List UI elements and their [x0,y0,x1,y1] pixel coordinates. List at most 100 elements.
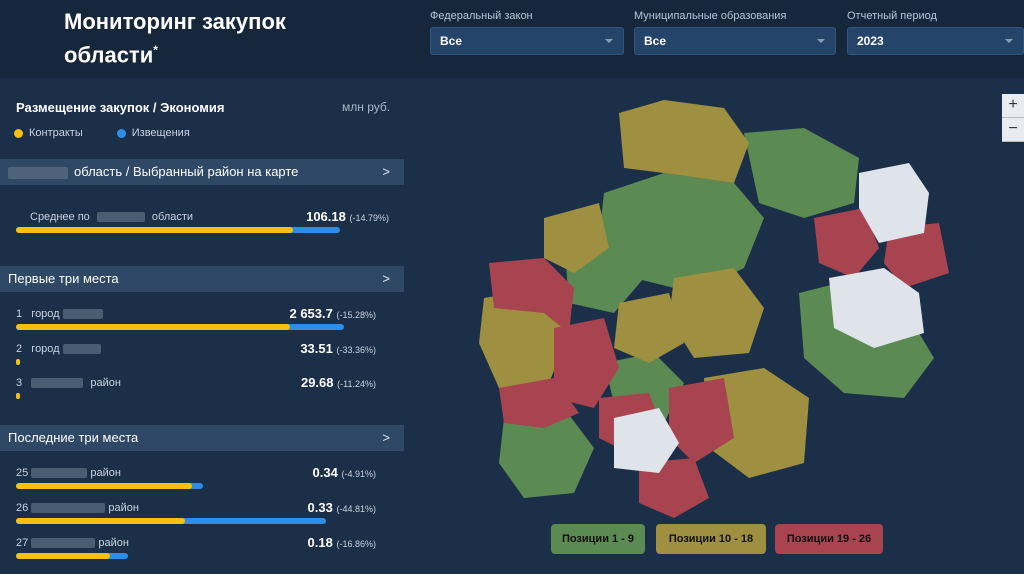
row-value: 106.18 (-14.79%) [306,209,389,224]
row-rank: 3 [16,377,23,389]
bottom-row-26[interactable]: 26 район 0.33 (-44.81%) [16,500,376,536]
section-bottom-three[interactable]: Последние три места > [0,425,404,451]
map-district[interactable] [619,100,749,183]
value-change: (-11.24%) [337,379,376,389]
row-rank: 25 [16,467,29,479]
row-value: 0.34 (-4.91%) [313,465,376,480]
row-label-suffix: район [98,537,129,549]
row-label: 1 город [16,308,103,320]
redacted-text [31,378,84,389]
bar-track [16,518,376,524]
zoom-out-button[interactable]: − [1002,118,1024,142]
redacted-text [62,309,103,320]
contracts-bar [16,483,192,489]
row-rank: 26 [16,502,29,514]
map-district[interactable] [499,408,594,498]
bottom-row-25[interactable]: 25 район 0.34 (-4.91%) [16,465,376,501]
contracts-bar [16,393,20,399]
redacted-text [8,166,68,179]
map-district[interactable] [669,378,734,463]
top-row-2[interactable]: 2 город 33.51 (-33.36%) [16,341,376,377]
title-asterisk: * [153,43,158,57]
map-district[interactable] [614,293,684,363]
value-number: 106.18 [306,209,346,224]
period-select[interactable]: 2023 [847,27,1024,55]
map-district[interactable] [859,163,929,243]
app-title-line2: области [64,42,154,68]
map-district[interactable] [829,268,924,348]
legend-dot [14,128,23,138]
value-change: (-14.79%) [349,213,389,223]
row-label-suffix: области [151,211,194,223]
region-map[interactable] [404,78,1024,574]
bar-track [16,359,376,365]
row-label: 2 город [16,343,101,355]
map-district[interactable] [489,258,574,333]
contracts-bar [16,518,185,524]
zoom-control: + − [1002,94,1024,142]
select-value: Все [644,34,667,48]
legend-chip-positions-1-9[interactable]: Позиции 1 - 9 [551,524,645,554]
row-label: Среднее по области [30,211,193,223]
zoom-in-button[interactable]: + [1002,94,1024,118]
redacted-text [62,344,101,355]
federal-law-select[interactable]: Все [430,27,624,55]
section-top-three[interactable]: Первые три места > [0,266,404,292]
row-value: 0.33 (-44.81%) [308,500,376,515]
map-area[interactable]: + − Позиции 1 - 9 Позиции 10 - 18 Позици… [404,78,1024,574]
value-change: (-44.81%) [336,504,376,514]
municipality-select[interactable]: Все [634,27,836,55]
map-district[interactable] [544,203,609,273]
map-district[interactable] [704,368,809,478]
app-title-line1: Мониторинг закупок [64,9,286,34]
bar-track [16,393,376,399]
region-average-row[interactable]: Среднее по области 106.18 (-14.79%) [16,209,389,245]
redacted-text [31,468,88,479]
redacted-text [31,503,106,514]
map-district[interactable] [599,173,764,293]
map-district[interactable] [884,223,949,288]
map-district[interactable] [554,318,619,408]
contracts-bar [16,553,110,559]
app-title: Мониторинг закупок области* [64,8,364,69]
chevron-right-icon: > [382,271,390,286]
map-district[interactable] [669,268,764,358]
row-label: 3 район [16,377,121,389]
units-label: млн руб. [342,100,391,114]
legend-chip-positions-19-26[interactable]: Позиции 19 - 26 [775,524,883,554]
row-label-prefix: Среднее по [30,211,90,223]
map-district[interactable] [814,208,879,278]
chevron-down-icon [1005,39,1013,43]
value-change: (-4.91%) [341,469,376,479]
section-heading: область / Выбранный район на карте [74,164,299,179]
row-rank: 1 [16,308,23,320]
section-heading: Последние три места [8,430,139,445]
map-district[interactable] [744,128,859,218]
row-label: 25 район [16,467,121,479]
header: Мониторинг закупок области* Федеральный … [0,0,1024,78]
map-district[interactable] [614,408,679,473]
row-label-prefix: город [31,308,60,320]
legend-chip-positions-10-18[interactable]: Позиции 10 - 18 [656,524,766,554]
value-change: (-33.36%) [336,345,376,355]
value-number: 33.51 [300,341,333,356]
value-change: (-16.86%) [336,539,376,549]
top-row-3[interactable]: 3 район 29.68 (-11.24%) [16,375,376,411]
legend-item-contracts: Контракты [14,127,83,139]
row-label-suffix: район [90,467,121,479]
value-number: 0.33 [307,500,333,515]
contracts-bar [16,227,293,233]
map-district[interactable] [499,378,579,428]
map-district[interactable] [639,458,709,518]
select-value: Все [440,34,463,48]
bar-track [16,324,376,330]
top-row-1[interactable]: 1 город 2 653.7 (-15.28%) [16,306,376,342]
contracts-bar [16,359,20,365]
row-rank: 2 [16,343,23,355]
chevron-down-icon [817,39,825,43]
legend-label: Извещения [131,127,190,139]
legend-dot [116,128,126,138]
bottom-row-27[interactable]: 27 район 0.18 (-16.86%) [16,535,376,571]
section-region[interactable]: область / Выбранный район на карте > [0,159,404,185]
chevron-down-icon [605,39,613,43]
